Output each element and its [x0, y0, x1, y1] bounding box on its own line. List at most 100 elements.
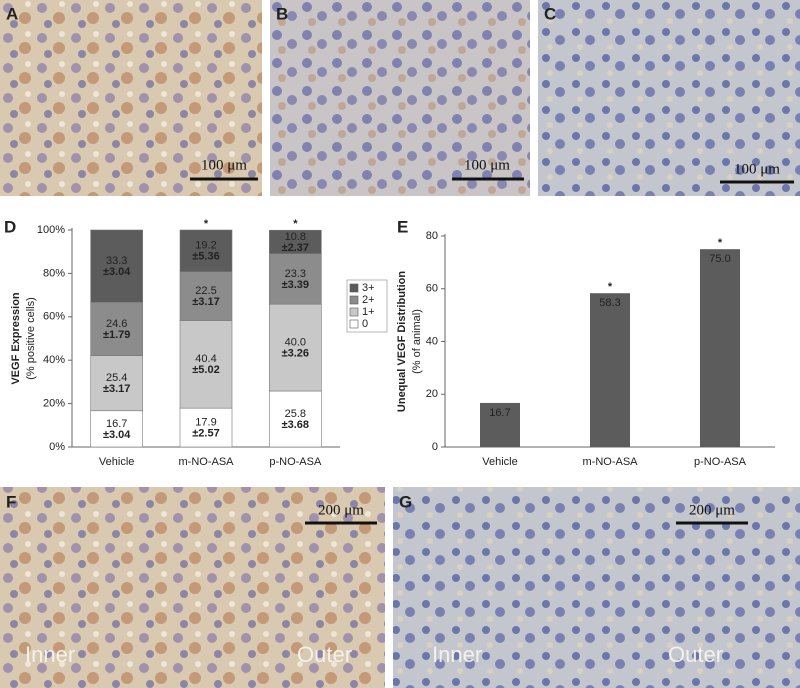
value-label: 10.8 [285, 231, 306, 243]
value-label: 25.8 [285, 408, 306, 420]
panel-label: D [4, 217, 16, 236]
legend-swatch [349, 307, 359, 317]
panel-label: E [397, 217, 408, 236]
legend-swatch [349, 283, 359, 293]
significance-mark: * [293, 218, 298, 230]
y-tick-label: 20% [43, 398, 65, 410]
error-label: ±2.37 [282, 242, 309, 254]
bar-segment [179, 229, 233, 272]
significance-mark: * [718, 237, 723, 249]
bar [700, 249, 740, 447]
error-label: ±3.04 [103, 266, 131, 278]
x-tick-label: p-NO-ASA [269, 456, 322, 468]
y-tick-label: 60 [426, 283, 438, 295]
value-label: 16.7 [106, 418, 127, 430]
significance-mark: * [608, 281, 613, 293]
legend-label: 1+ [362, 306, 375, 318]
value-label: 23.3 [285, 268, 306, 280]
error-label: ±3.17 [103, 383, 130, 395]
y-tick-label: 0 [432, 441, 438, 453]
y-axis-subtitle: (% of animal) [411, 309, 423, 374]
x-tick-label: Vehicle [99, 456, 134, 468]
panel-label: G [399, 492, 412, 511]
bar-segment [179, 320, 233, 409]
x-tick-label: p-NO-ASA [694, 456, 747, 468]
panel-label: C [544, 4, 556, 23]
scale-label: 100 μm [201, 157, 247, 173]
value-label: 75.0 [709, 253, 730, 265]
x-tick-label: m-NO-ASA [179, 456, 235, 468]
legend-label: 2+ [362, 294, 375, 306]
outer-label: Outer [297, 642, 352, 667]
y-tick-label: 60% [43, 311, 65, 323]
panel-label: B [276, 4, 288, 23]
micrograph [0, 0, 262, 196]
error-label: ±5.02 [192, 364, 219, 376]
error-label: ±3.39 [282, 279, 309, 291]
value-label: 25.4 [106, 372, 127, 384]
bar-segment [179, 271, 233, 321]
bar-segment [269, 390, 322, 448]
scale-label: 200 μm [689, 502, 735, 518]
panel-a: A 100 μm [0, 0, 262, 196]
value-label: 58.3 [599, 297, 620, 309]
micrograph [270, 0, 530, 196]
y-axis-title: VEGF Expression [10, 292, 22, 385]
y-tick-label: 80% [43, 267, 65, 279]
micrograph [538, 0, 800, 196]
scale-label: 100 μm [464, 157, 510, 173]
error-label: ±5.36 [192, 251, 219, 263]
panel-f: F 200 μm Inner Outer [0, 487, 385, 688]
inner-label: Inner [432, 642, 482, 667]
error-label: ±3.26 [282, 348, 309, 360]
panel-label: F [6, 492, 16, 511]
x-tick-label: Vehicle [482, 456, 517, 468]
legend-swatch [349, 295, 359, 305]
y-tick-label: 40 [426, 335, 438, 347]
outer-label: Outer [668, 642, 723, 667]
micrograph [393, 487, 800, 688]
x-tick-label: m-NO-ASA [583, 456, 639, 468]
bar-segment [179, 407, 233, 448]
legend-label: 3+ [362, 282, 375, 294]
bar-segment [90, 229, 143, 303]
panel-g: G 200 μm Inner Outer [393, 487, 800, 688]
error-label: ±1.79 [103, 329, 130, 341]
legend-label: 0 [362, 318, 368, 330]
error-label: ±3.17 [192, 296, 219, 308]
bar-segment [269, 229, 322, 254]
bar [480, 402, 520, 447]
bar [590, 293, 630, 447]
error-label: ±2.57 [192, 427, 219, 439]
inner-label: Inner [25, 642, 75, 667]
y-axis-title: Unequal VEGF Distribution [396, 271, 408, 412]
value-label: 22.5 [195, 285, 216, 297]
scale-label: 100 μm [734, 161, 780, 177]
micrograph [0, 487, 385, 688]
charts: D VEGF Expression (% positive cells) 0% 20% 4… [4, 217, 775, 468]
legend-swatch [349, 319, 359, 329]
bar-segment [90, 410, 143, 448]
panel-b: B 100 μm [270, 0, 530, 196]
value-label: 33.3 [106, 255, 127, 267]
value-label: 17.9 [195, 416, 216, 428]
y-tick-label: 80 [426, 230, 438, 242]
scale-label: 200 μm [318, 502, 364, 518]
panel-c: C 100 μm [538, 0, 800, 196]
error-label: ±3.68 [282, 419, 309, 431]
value-label: 40.4 [195, 353, 216, 365]
bar-segment [90, 301, 143, 356]
y-tick-label: 100% [37, 224, 65, 236]
value-label: 19.2 [195, 240, 216, 252]
value-label: 24.6 [106, 318, 127, 330]
value-label: 40.0 [285, 337, 306, 349]
chart: D VEGF Expression (% positive cells) 0% 20% 4… [4, 217, 388, 468]
significance-mark: * [204, 218, 209, 230]
value-label: 16.7 [489, 407, 510, 419]
y-tick-label: 40% [43, 354, 65, 366]
y-axis-subtitle: (% positive cells) [25, 297, 37, 380]
error-label: ±3.04 [103, 429, 131, 441]
panel-label: A [6, 4, 18, 23]
bar-segment [269, 303, 322, 392]
